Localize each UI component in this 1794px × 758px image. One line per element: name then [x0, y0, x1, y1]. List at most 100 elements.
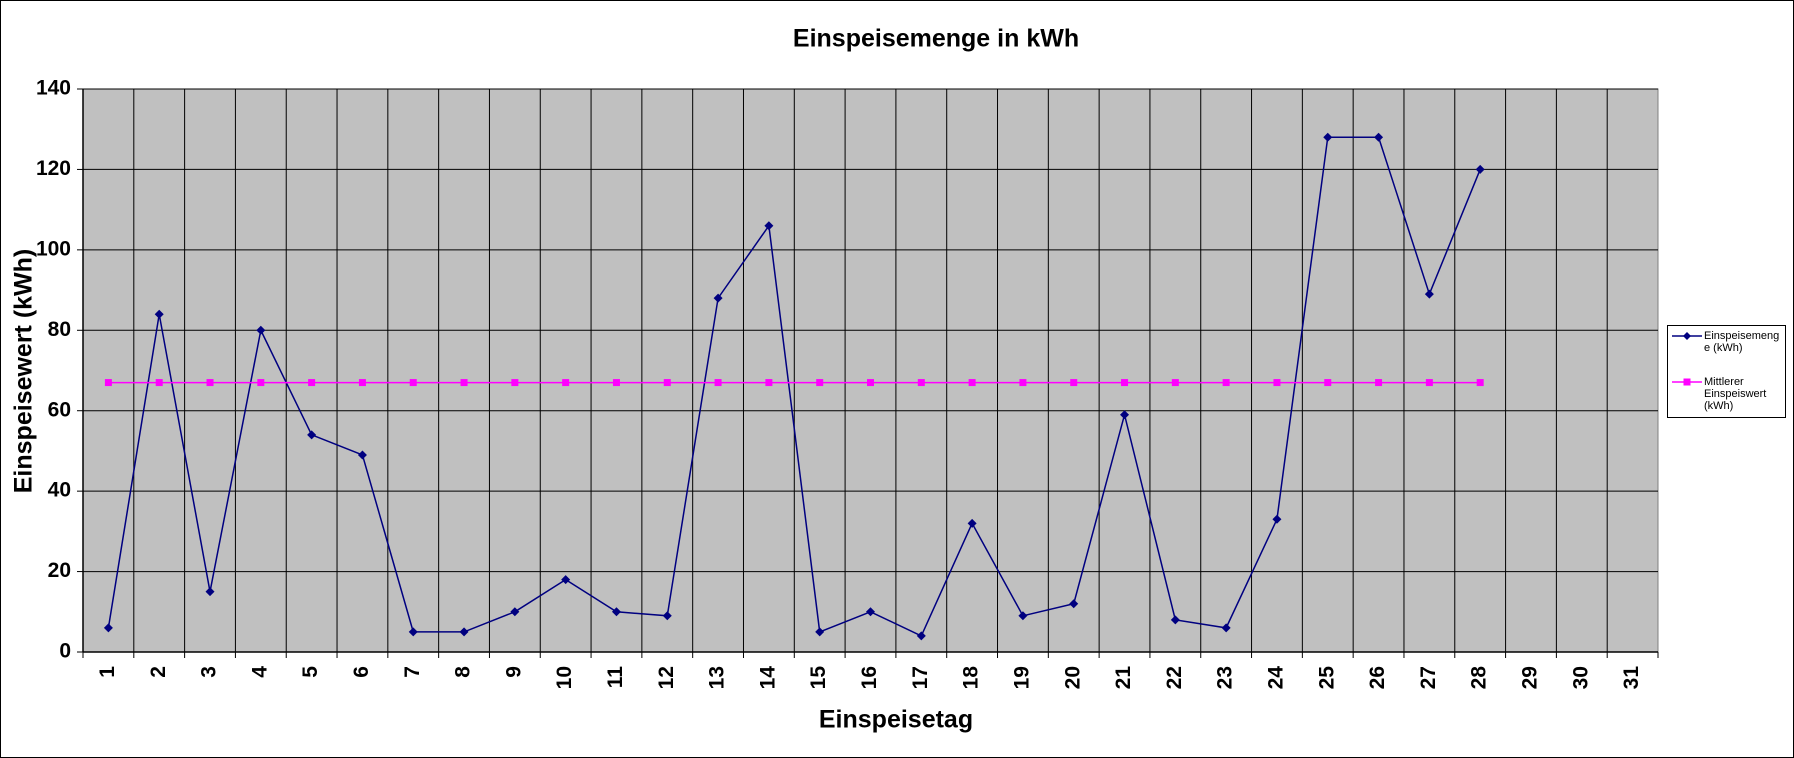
point-marker	[1324, 379, 1332, 387]
x-tick-label: 10	[553, 666, 576, 689]
legend-swatch	[1672, 378, 1702, 386]
x-tick-label: 31	[1620, 666, 1643, 690]
point-marker	[916, 631, 926, 641]
legend-marker	[1683, 378, 1691, 386]
point-marker	[1018, 611, 1028, 621]
point-marker	[409, 379, 417, 387]
x-tick-label: 17	[909, 666, 932, 689]
point-marker	[713, 293, 723, 303]
y-tick-label: 0	[59, 640, 71, 663]
x-tick-label: 30	[1569, 666, 1592, 689]
point-marker	[1120, 410, 1130, 420]
y-axis-label: Einspeisewert (kWh)	[10, 249, 38, 494]
x-tick-label: 25	[1315, 666, 1338, 690]
x-tick-label: 20	[1061, 666, 1084, 689]
legend-item: Einspeisemenge (kWh)	[1668, 328, 1785, 368]
point-marker	[561, 575, 571, 585]
point-marker	[1424, 289, 1434, 299]
point-marker	[1475, 164, 1485, 174]
x-tick-label: 18	[960, 666, 983, 690]
legend: Einspeisemenge (kWh) Mittlerer Einspeiswe…	[1667, 325, 1786, 418]
x-tick-label: 12	[655, 666, 678, 689]
point-marker	[1222, 379, 1230, 387]
point-marker	[1273, 379, 1281, 387]
y-tick-label: 20	[48, 559, 71, 582]
point-marker	[866, 607, 875, 617]
point-marker	[460, 379, 468, 387]
x-tick-label: 29	[1519, 666, 1542, 689]
point-marker	[257, 379, 265, 387]
x-tick-label: 7	[401, 666, 424, 678]
point-marker	[206, 379, 214, 387]
point-marker	[1323, 132, 1333, 142]
x-axis-label: Einspeisetag	[819, 706, 973, 734]
point-marker	[511, 379, 519, 387]
x-tick-label: 15	[807, 666, 830, 690]
point-marker	[917, 379, 925, 387]
chart-title: Einspeisemenge in kWh	[793, 25, 1079, 53]
x-tick-label: 3	[198, 666, 221, 678]
series-line	[107, 136, 1481, 637]
x-tick-label: 11	[604, 666, 627, 689]
point-marker	[714, 379, 722, 387]
point-marker	[103, 623, 113, 633]
x-tick-label: 24	[1264, 666, 1287, 690]
x-tick-label: 5	[299, 666, 322, 678]
point-marker	[1425, 379, 1433, 387]
x-tick-label: 6	[350, 666, 373, 678]
point-marker	[1221, 623, 1231, 633]
point-marker	[104, 379, 112, 387]
x-tick-label: 23	[1214, 666, 1237, 689]
y-tick-label: 140	[36, 77, 71, 100]
x-tick-label: 28	[1468, 666, 1491, 690]
point-marker	[662, 611, 672, 621]
point-marker	[358, 379, 366, 387]
point-marker	[612, 379, 620, 387]
legend-item: Mittlerer Einspeiswert (kWh)	[1668, 374, 1785, 414]
point-marker	[308, 379, 316, 387]
point-marker	[1476, 379, 1484, 387]
point-marker	[967, 518, 977, 528]
y-tick-label: 120	[36, 157, 71, 180]
x-tick-label: 4	[248, 666, 271, 678]
point-marker	[307, 430, 317, 440]
y-tick-label: 80	[48, 318, 71, 341]
point-marker	[357, 450, 367, 460]
x-tick-label: 13	[706, 666, 729, 689]
point-marker	[1272, 514, 1282, 524]
point-marker	[611, 607, 621, 617]
point-marker	[1069, 599, 1079, 609]
plot-area	[82, 88, 1659, 653]
x-tick-label: 26	[1366, 666, 1389, 689]
point-marker	[154, 309, 164, 319]
x-tick-label: 21	[1112, 666, 1135, 690]
x-tick-label: 27	[1417, 666, 1440, 689]
x-tick-label: 22	[1163, 666, 1186, 689]
point-marker	[256, 325, 266, 335]
point-marker	[1171, 379, 1179, 387]
point-marker	[1375, 379, 1383, 387]
legend-marker	[1683, 332, 1691, 340]
point-marker	[408, 627, 418, 637]
x-tick-label: 9	[502, 666, 525, 678]
point-marker	[815, 627, 825, 637]
point-marker	[1019, 379, 1027, 387]
point-marker	[663, 379, 671, 387]
point-marker	[816, 379, 824, 387]
point-marker	[1070, 379, 1078, 387]
point-marker	[765, 379, 773, 387]
point-marker	[562, 379, 570, 387]
x-tick-label: 19	[1010, 666, 1033, 689]
y-tick-label: 60	[48, 398, 71, 421]
point-marker	[764, 221, 774, 231]
legend-swatch	[1672, 332, 1702, 340]
x-tick-label: 1	[96, 666, 119, 678]
legend-label: Mittlerer Einspeiswert (kWh)	[1704, 376, 1767, 412]
point-marker	[1170, 615, 1180, 625]
y-tick-label: 40	[48, 479, 71, 502]
point-marker	[867, 379, 874, 387]
point-marker	[459, 627, 469, 637]
point-marker	[1374, 132, 1384, 142]
